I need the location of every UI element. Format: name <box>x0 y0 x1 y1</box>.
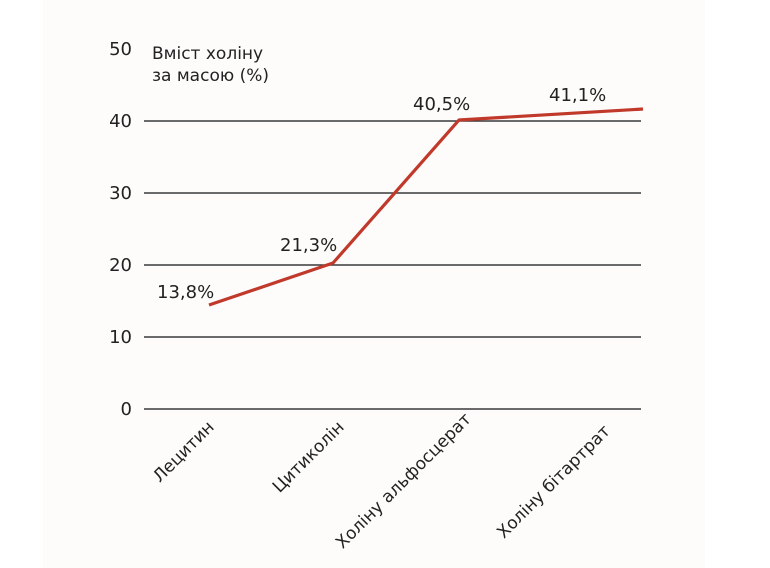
data-label-1: 21,3% <box>280 235 337 256</box>
x-category-label-3: Холіну бітартрат <box>493 421 614 542</box>
y-tick-label-40: 40 <box>109 111 132 132</box>
y-tick-label-30: 30 <box>109 183 132 204</box>
y-tick-label-20: 20 <box>109 255 132 276</box>
chart-background <box>43 0 705 568</box>
y-tick-label-10: 10 <box>109 327 132 348</box>
gridlines <box>144 120 641 410</box>
data-label-3: 41,1% <box>549 85 606 106</box>
series-line <box>208 107 644 307</box>
y-tick-label-50: 50 <box>109 39 132 60</box>
x-category-label-1: Цитиколін <box>269 417 349 497</box>
data-label-0: 13,8% <box>157 282 214 303</box>
x-category-label-2: Холіну альфосцерат <box>332 409 476 553</box>
y-axis-title-line-2: за масою (%) <box>152 66 269 86</box>
data-labels: 13,8% 21,3% 40,5% 41,1% <box>157 85 606 303</box>
data-label-2: 40,5% <box>413 94 470 115</box>
series <box>208 107 644 307</box>
y-axis-ticks: 0 10 20 30 40 50 <box>109 39 132 420</box>
x-category-label-0: Лецитин <box>149 417 218 486</box>
y-tick-label-0: 0 <box>121 399 132 420</box>
y-axis-title-line-1: Вміст холіну <box>152 44 263 64</box>
